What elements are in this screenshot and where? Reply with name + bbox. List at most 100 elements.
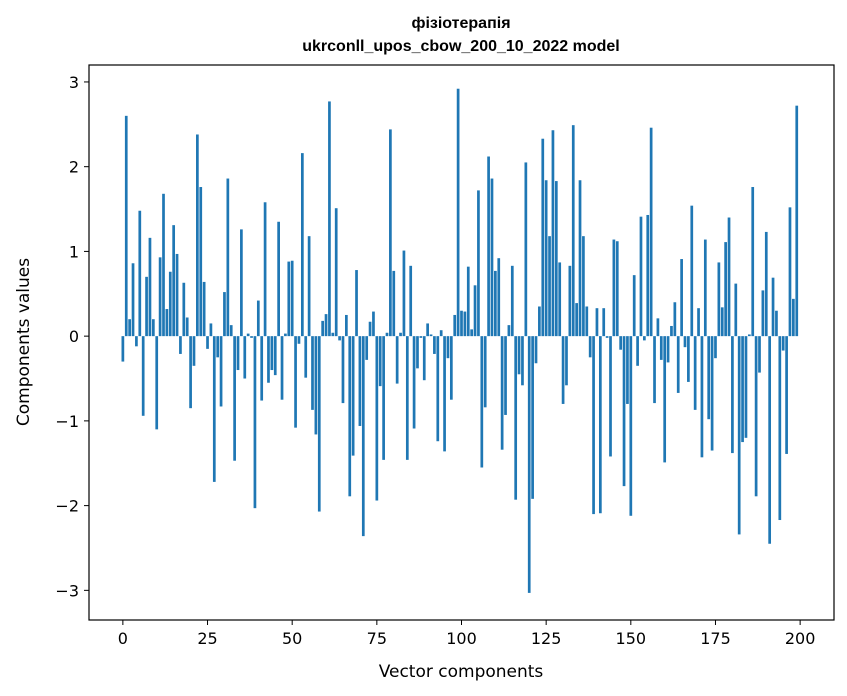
bar [321, 320, 325, 337]
bar [368, 321, 372, 337]
y-tick-label: 3 [69, 73, 79, 92]
bar [131, 263, 135, 337]
bar [568, 265, 572, 337]
bar [138, 210, 142, 337]
bar [260, 336, 264, 401]
bar [294, 336, 297, 428]
x-tick-label: 0 [118, 629, 128, 648]
bar [544, 180, 548, 337]
bar [487, 156, 490, 337]
y-tick-label: −3 [55, 581, 79, 600]
bar [785, 336, 788, 454]
bar [229, 325, 233, 337]
bar [253, 336, 257, 509]
bar [446, 336, 450, 359]
y-tick-label: −1 [55, 412, 79, 431]
bar [463, 311, 467, 337]
bar [226, 178, 230, 337]
bar [297, 336, 301, 344]
bar [690, 205, 694, 337]
bar [517, 336, 521, 375]
bar [351, 336, 355, 456]
bar [727, 217, 731, 337]
bar [365, 336, 369, 360]
bar [717, 262, 721, 337]
bar [385, 332, 389, 337]
bar [747, 334, 751, 337]
bar [683, 336, 687, 348]
bar [565, 336, 568, 386]
bar [470, 329, 474, 337]
bar [477, 190, 480, 337]
bar [199, 187, 203, 337]
bar [165, 309, 169, 337]
bar [409, 265, 413, 337]
bar [795, 105, 799, 337]
bar [439, 330, 443, 337]
bar [775, 310, 778, 337]
bar [734, 283, 738, 337]
bar [649, 127, 653, 337]
bar [575, 303, 578, 337]
bar [622, 336, 626, 487]
bar [328, 101, 331, 337]
bar [250, 336, 253, 338]
bar [314, 336, 318, 435]
bar [270, 336, 274, 371]
bar [538, 306, 541, 337]
bar [731, 336, 734, 454]
bar [744, 336, 748, 438]
bar [405, 336, 409, 460]
bar [290, 260, 294, 337]
bar [395, 336, 399, 384]
bar [216, 336, 220, 358]
bar [277, 221, 280, 337]
bar [219, 336, 223, 407]
bar [358, 336, 362, 426]
bar [663, 336, 667, 463]
x-tick-label: 175 [700, 629, 731, 648]
bar [145, 276, 148, 337]
bar [284, 333, 287, 337]
bar [196, 134, 199, 337]
bar [355, 270, 358, 337]
bar [588, 336, 592, 358]
bar [256, 300, 260, 337]
bar [168, 271, 172, 337]
bar [531, 336, 534, 499]
y-tick-label: 2 [69, 158, 79, 177]
bar [185, 317, 189, 337]
bar [426, 323, 429, 337]
bars-group [121, 88, 799, 593]
bar [514, 336, 518, 500]
bar [121, 336, 125, 362]
bar [182, 282, 186, 337]
bar [724, 242, 727, 337]
bar [412, 336, 416, 429]
bar [561, 336, 565, 404]
bar [456, 88, 460, 337]
bar [666, 336, 670, 363]
bar [162, 193, 165, 337]
bar [541, 138, 545, 337]
bar [494, 270, 497, 337]
bar [246, 333, 250, 337]
bar [758, 336, 761, 373]
bar [433, 336, 436, 354]
y-axis-label: Components values [14, 258, 34, 426]
bar [521, 336, 524, 386]
bar [578, 180, 582, 337]
bar [307, 236, 311, 337]
bar [534, 336, 538, 364]
bar [202, 281, 206, 337]
bar [500, 336, 504, 450]
bar [267, 336, 270, 383]
bar [680, 259, 683, 337]
bar [554, 181, 558, 337]
bar [656, 318, 660, 337]
x-tick-label: 50 [282, 629, 302, 648]
bar [361, 336, 365, 537]
bar [466, 266, 470, 337]
bar [304, 336, 308, 378]
